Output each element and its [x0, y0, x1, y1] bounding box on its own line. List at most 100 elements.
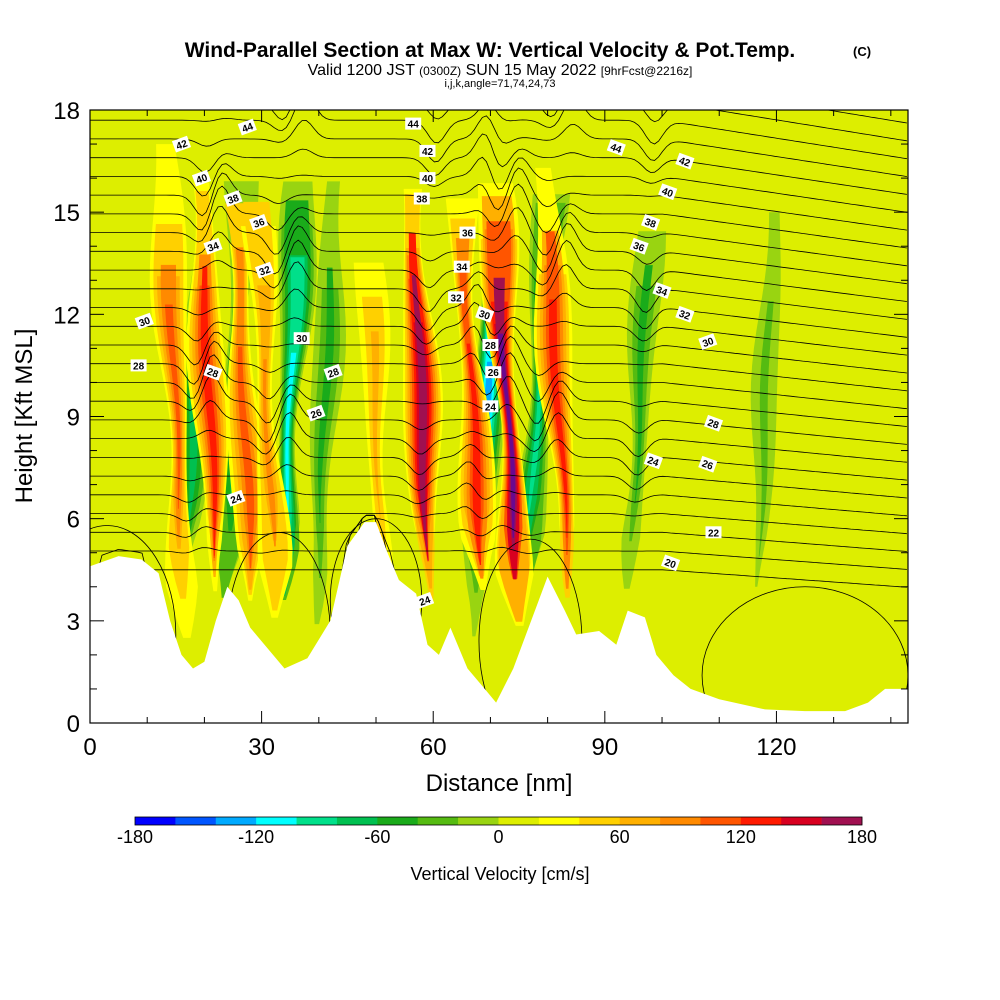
- contour-label-text: 34: [654, 285, 669, 299]
- contour-label-box: [698, 333, 718, 350]
- contour-label-text: 28: [327, 366, 342, 380]
- colorbar-tick-label: 0: [493, 827, 503, 847]
- contour-label-box: [675, 305, 695, 323]
- contour-label: 32: [448, 291, 465, 304]
- updraft-band: [200, 266, 218, 556]
- updraft-band: [257, 285, 278, 541]
- contour-label-box: [254, 261, 275, 279]
- contour-label-text: 44: [241, 121, 256, 135]
- colorbar-swatch: [135, 817, 176, 825]
- colorbar-tick-label: 180: [847, 827, 877, 847]
- closed-contour: [701, 586, 908, 723]
- colorbar-swatch: [175, 817, 217, 825]
- downdraft-band: [317, 267, 335, 523]
- isentrope-line: [90, 505, 907, 535]
- x-tick-label: 120: [756, 734, 796, 761]
- contour-label-text: 30: [477, 309, 492, 323]
- colorbar-tick-label: 60: [610, 827, 630, 847]
- colorbar-swatch: [458, 817, 499, 825]
- contour-label-box: [171, 135, 192, 153]
- isentrope-line: [90, 461, 907, 499]
- x-tick-label: 30: [248, 734, 275, 761]
- contour-label-box: [453, 260, 470, 273]
- contour-label-text: 36: [462, 229, 474, 240]
- contour-label-box: [323, 363, 343, 381]
- y-tick-label: 18: [53, 98, 80, 125]
- contour-label-box: [658, 183, 678, 201]
- colorbar-swatch: [215, 817, 257, 825]
- contour-label-text: 34: [206, 240, 221, 254]
- downdraft-band: [758, 301, 774, 557]
- isentrope-line: [90, 374, 907, 427]
- isentrope-line: [90, 514, 907, 570]
- contour-label-text: 44: [609, 142, 624, 156]
- contour-label: 26: [698, 455, 718, 473]
- contour-label-text: 42: [175, 138, 190, 152]
- isentrope-line: [90, 284, 907, 338]
- downdraft-band: [285, 352, 297, 523]
- contour-label-text: 28: [133, 361, 145, 372]
- colorbar-swatch: [660, 817, 701, 825]
- valid-time-label: Valid 1200 JST: [308, 62, 416, 79]
- contour-label-text: 22: [708, 528, 720, 539]
- updraft-band: [263, 359, 276, 547]
- x-tick-label: 0: [83, 734, 96, 761]
- updraft-band: [160, 264, 183, 538]
- isentrope-line: [90, 156, 907, 213]
- contour-label: 22: [705, 526, 722, 539]
- contour-label: 42: [419, 144, 436, 158]
- contour-label-box: [698, 455, 718, 473]
- contour-label-box: [705, 526, 722, 539]
- contour-label-text: 40: [422, 174, 434, 185]
- isentrope-line: [90, 301, 907, 356]
- contour-label-text: 24: [646, 455, 661, 469]
- y-tick-label: 9: [67, 405, 80, 432]
- contour-label-box: [482, 339, 499, 351]
- x-axis-label: Distance [nm]: [426, 770, 573, 797]
- chart-subtitle: Valid 1200 JST (0300Z) SUN 15 May 2022 […: [308, 62, 693, 79]
- contour-label: 40: [658, 183, 678, 201]
- contour-label-box: [223, 190, 243, 207]
- contour-label-text: 38: [226, 193, 241, 207]
- contour-label: 40: [191, 169, 212, 187]
- colorbar-swatch: [619, 817, 661, 825]
- contour-label-text: 42: [422, 147, 434, 158]
- colorbar-frame: [134, 816, 863, 826]
- updraft-band: [237, 346, 255, 568]
- contour-label: 42: [675, 152, 695, 170]
- contour-label: 26: [485, 366, 502, 379]
- contour-label-text: 32: [451, 293, 463, 304]
- contour-label-box: [652, 282, 672, 299]
- contour-label: 38: [413, 192, 430, 206]
- chart-title: Wind-Parallel Section at Max W: Vertical…: [185, 39, 796, 62]
- valid-date-label: SUN 15 May 2022: [466, 62, 597, 79]
- grid-indices-label: i,j,k,angle=71,74,24,73: [444, 78, 555, 90]
- contour-label: 28: [323, 363, 343, 381]
- contour-label: 38: [223, 190, 243, 207]
- contour-label-text: 20: [663, 557, 678, 571]
- contour-label-box: [629, 237, 649, 255]
- x-tick-label: 60: [420, 734, 447, 761]
- contour-label-box: [293, 332, 310, 345]
- contour-label-text: 34: [456, 263, 468, 274]
- contour-label-box: [643, 452, 663, 470]
- contour-label-text: 36: [631, 241, 646, 255]
- contour-label: 32: [254, 261, 275, 279]
- contour-label: 24: [226, 489, 246, 507]
- y-axis-label: Height [Kft MSL]: [11, 329, 38, 504]
- contour-label-text: 40: [660, 186, 675, 200]
- isentrope-line: [90, 223, 907, 285]
- contour-label: 24: [482, 400, 499, 413]
- contour-label-text: 24: [229, 492, 244, 506]
- colorbar-swatch: [781, 817, 822, 825]
- contour-label-box: [203, 237, 223, 255]
- isentrope-line: [90, 325, 907, 374]
- isentrope-line: [90, 239, 907, 302]
- updraft-band: [549, 299, 568, 538]
- contour-label-box: [306, 404, 326, 422]
- isentrope-line: [90, 514, 907, 552]
- contour-label-text: 26: [309, 407, 324, 421]
- isentrope-line: [90, 391, 907, 445]
- contour-label: 38: [641, 214, 661, 231]
